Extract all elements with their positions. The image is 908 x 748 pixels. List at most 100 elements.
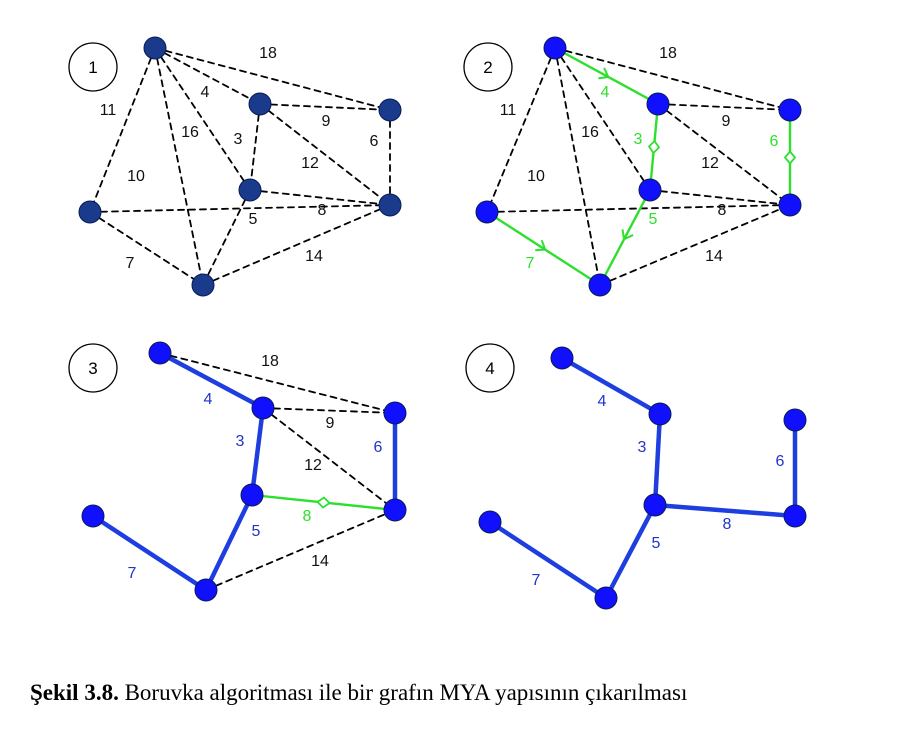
edge-ad: [89, 47, 156, 213]
edge-af: [554, 47, 651, 191]
edge-ab: [159, 352, 396, 414]
edge-weight-label: 14: [705, 248, 723, 265]
edge-ab: [154, 47, 391, 111]
boruvka-figure: 1 18 4 11 16 9 3 12 6 10 7 8 5 14 2 18 4 11 16 9 3 12 6 10 7 8 5 14…: [68, 36, 807, 610]
graph-node: [783, 408, 807, 432]
edge-weight-label: 6: [770, 133, 779, 150]
panel-badge-number: 4: [485, 359, 494, 378]
edge-fe: [203, 492, 255, 593]
edge-eg: [202, 204, 391, 286]
edge-weight-label: 12: [701, 155, 719, 172]
panel-badge-number: 1: [88, 58, 97, 77]
edge-weight-label: 12: [301, 155, 319, 172]
edge-weight-label: 9: [722, 113, 731, 130]
graph-node: [648, 402, 672, 426]
edge-fg: [652, 502, 798, 519]
graph-node: [638, 178, 662, 202]
edge-diamond-marker: [647, 139, 661, 155]
graph-node: [383, 401, 407, 425]
edge-weight-label: 7: [126, 255, 135, 272]
edge-dg: [486, 204, 791, 213]
caption-lead: Şekil 3.8.: [30, 680, 119, 705]
edge-weight-label: 9: [326, 415, 335, 432]
edge-weight-label: 6: [370, 133, 379, 150]
edge-weight-label: 3: [236, 433, 245, 450]
edge-ad: [486, 47, 556, 213]
panel-badge-circle: [465, 343, 515, 393]
edge-ac: [157, 350, 266, 411]
edge-cb: [262, 407, 396, 414]
edge-weight-label: 8: [718, 202, 727, 219]
edge-weight-label: 4: [598, 393, 607, 410]
edge-cb: [259, 103, 391, 111]
edge-ac: [553, 46, 660, 106]
graph-node: [191, 273, 215, 297]
edge-dg: [89, 204, 391, 213]
edge-weight-label: 6: [776, 453, 785, 470]
edge-weight-label: 3: [634, 131, 643, 148]
edge-de: [485, 210, 602, 287]
edge-weight-label: 14: [311, 553, 329, 570]
graph-node: [81, 504, 105, 528]
edge-de: [90, 513, 209, 593]
graph-node: [478, 510, 502, 534]
edge-cf: [652, 411, 663, 508]
edge-weight-label: 10: [127, 168, 145, 185]
edge-ac: [559, 355, 663, 417]
edge-fe: [603, 502, 658, 601]
graph-node: [238, 178, 262, 202]
edge-de: [89, 211, 204, 286]
edge-weight-label: 9: [322, 113, 331, 130]
edge-weight-label: 4: [201, 84, 210, 101]
edge-weight-label: 18: [261, 353, 279, 370]
edge-cb: [657, 103, 791, 111]
edge-cf: [249, 103, 261, 191]
graph-node: [248, 92, 272, 116]
graph-node: [783, 504, 807, 528]
edge-weight-label: 11: [500, 102, 517, 119]
edge-weight-label: 3: [638, 439, 647, 456]
graph-node: [194, 578, 218, 602]
panel-badge-number: 2: [483, 58, 492, 77]
edge-cg: [259, 103, 391, 206]
graph-node: [543, 36, 567, 60]
caption-text: Boruvka algoritması ile bir grafın MYA y…: [118, 680, 688, 705]
edge-weight-label: 8: [723, 516, 732, 533]
graph-node: [78, 200, 102, 224]
edge-weight-label: 5: [249, 211, 258, 228]
graph-node: [588, 273, 612, 297]
graph-node: [378, 98, 402, 122]
edge-ab: [554, 47, 791, 111]
graph-node: [475, 200, 499, 224]
edge-af: [154, 47, 251, 191]
edge-weight-label: 4: [204, 391, 213, 408]
edge-weight-label: 18: [259, 45, 277, 62]
graph-node: [643, 493, 667, 517]
graph-node: [240, 483, 264, 507]
edge-weight-label: 5: [252, 523, 261, 540]
graph-node: [143, 36, 167, 60]
edge-fg: [249, 189, 391, 206]
edge-weight-label: 8: [318, 202, 327, 219]
edge-weight-label: 7: [532, 572, 541, 589]
edge-weight-label: 6: [374, 439, 383, 456]
edge-eg: [599, 204, 791, 286]
edge-direction-marker: [535, 239, 547, 252]
edge-weight-label: 14: [305, 248, 323, 265]
graph-node: [148, 341, 172, 365]
graph-node: [550, 346, 574, 370]
edge-weight-label: 12: [304, 457, 322, 474]
graph-node: [383, 498, 407, 522]
graph-node: [778, 98, 802, 122]
edge-weight-label: 3: [234, 131, 243, 148]
edge-weight-label: 11: [100, 102, 117, 119]
edge-fe: [202, 189, 251, 286]
figure-caption: Şekil 3.8. Boruvka algoritması ile bir g…: [30, 680, 687, 706]
edge-weight-label: 16: [581, 124, 599, 141]
edge-direction-marker: [621, 229, 634, 241]
edge-ae: [154, 47, 204, 286]
edge-cf: [249, 405, 266, 498]
graph-node: [594, 586, 618, 610]
edge-de: [487, 519, 609, 601]
edge-weight-label: 8: [303, 508, 312, 525]
